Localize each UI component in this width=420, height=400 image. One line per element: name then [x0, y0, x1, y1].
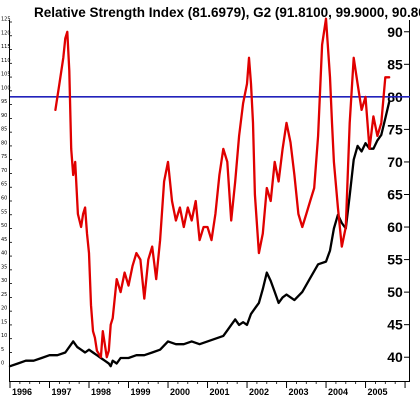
left-tick-label: 75: [1, 154, 7, 160]
right-tick-label: 90: [387, 24, 403, 40]
left-tick-label: 10: [1, 333, 7, 339]
right-tick-label: 50: [387, 284, 403, 300]
left-tick-label: 35: [1, 264, 7, 270]
left-tick-label: 115: [1, 44, 11, 50]
right-tick-label: 85: [387, 56, 403, 72]
left-tick-label: 55: [1, 209, 7, 215]
x-tick-label: 1996: [12, 387, 32, 397]
left-tick-label: 40: [1, 251, 7, 257]
x-tick-label: 2000: [170, 387, 190, 397]
right-tick-label: 45: [387, 317, 403, 333]
x-tick-label: 1998: [91, 387, 111, 397]
left-tick-label: 110: [1, 58, 11, 64]
left-tick-label: 80: [1, 140, 7, 146]
right-tick-label: 75: [387, 121, 403, 137]
left-tick-label: 70: [1, 168, 7, 174]
x-tick-label: 2004: [328, 387, 348, 397]
left-tick-label: 105: [1, 72, 11, 78]
left-tick-label: 60: [1, 196, 7, 202]
right-tick-label: 60: [387, 219, 403, 235]
x-tick-label: 1997: [52, 387, 72, 397]
plot-area: [8, 17, 410, 368]
left-tick-label: 30: [1, 278, 7, 284]
right-tick-label: 40: [387, 349, 403, 365]
x-tick-label: 2003: [289, 387, 309, 397]
left-tick-label: 20: [1, 306, 7, 312]
right-tick-label: 55: [387, 252, 403, 268]
left-tick-label: 0: [1, 361, 4, 367]
x-tick-label: 1999: [131, 387, 151, 397]
left-tick-label: 125: [1, 17, 11, 23]
series-line-1: [8, 100, 391, 368]
left-tick-label: 5: [1, 347, 4, 353]
x-tick-label: 2002: [249, 387, 269, 397]
chart-title: Relative Strength Index (81.6979), G2 (9…: [34, 5, 420, 20]
left-tick-label: 45: [1, 237, 7, 243]
left-tick-label: 15: [1, 319, 7, 325]
left-tick-label: 100: [1, 85, 11, 91]
series-line-2: [54, 17, 391, 359]
left-tick-label: 65: [1, 182, 7, 188]
left-tick-label: 120: [1, 30, 11, 36]
left-tick-label: 90: [1, 113, 7, 119]
right-tick-label: 70: [387, 154, 403, 170]
left-tick-label: 25: [1, 292, 7, 298]
left-tick-label: 50: [1, 223, 7, 229]
left-tick-label: 95: [1, 99, 7, 105]
x-tick-label: 2005: [368, 387, 388, 397]
right-tick-label: 65: [387, 186, 403, 202]
x-tick-label: 2001: [210, 387, 230, 397]
left-tick-label: 85: [1, 127, 7, 133]
